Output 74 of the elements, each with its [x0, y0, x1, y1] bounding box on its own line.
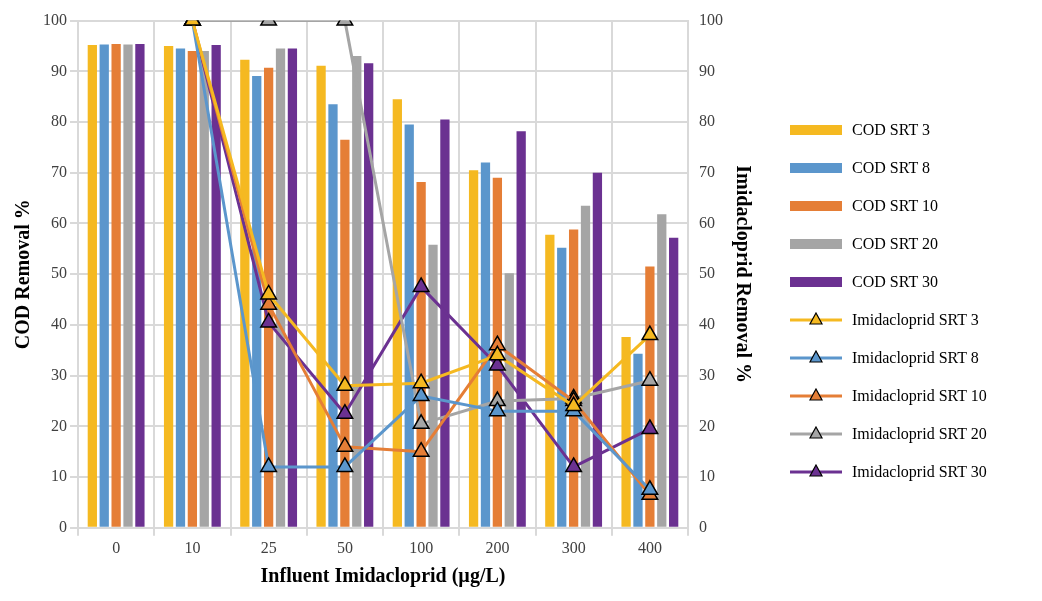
- point: [641, 419, 659, 435]
- x-tick-label: 25: [260, 538, 277, 556]
- y2-tick-label: 10: [699, 467, 715, 485]
- legend-label: COD SRT 8: [852, 158, 930, 177]
- point: [488, 345, 506, 361]
- point: [412, 277, 430, 293]
- y-tick-label: 100: [43, 10, 67, 28]
- x-axis-title: Influent Imidacloprid (µg/L): [260, 564, 506, 588]
- bar: [135, 43, 145, 527]
- legend-label: COD SRT 20: [852, 234, 938, 253]
- point: [412, 373, 430, 389]
- y2-tick-label: 0: [699, 518, 707, 535]
- y-tick-label: 0: [59, 518, 67, 535]
- y-tick-label: 70: [51, 162, 67, 180]
- legend-label: Imidacloprid SRT 3: [852, 310, 979, 329]
- point: [336, 436, 354, 452]
- point: [565, 457, 583, 473]
- point: [488, 401, 506, 417]
- y-tick-label: 40: [51, 315, 67, 333]
- point: [641, 480, 659, 496]
- y2-tick-label: 80: [699, 112, 715, 130]
- point: [565, 396, 583, 412]
- point: [260, 457, 278, 473]
- bar: [163, 45, 174, 527]
- x-tick-label: 10: [184, 538, 201, 556]
- x-tick-label: 0: [112, 538, 121, 556]
- legend-label: Imidacloprid SRT 20: [852, 424, 987, 443]
- point: [336, 457, 354, 473]
- y-tick-label: 30: [51, 365, 67, 383]
- x-tick-label: 100: [409, 538, 434, 556]
- point: [336, 403, 354, 419]
- y-tick-label: 20: [51, 416, 67, 434]
- bar: [275, 48, 286, 527]
- legend-label: COD SRT 30: [852, 272, 938, 291]
- x-tick-label: 300: [561, 538, 586, 556]
- point: [641, 325, 659, 341]
- y2-axis-title: Imidacloprid Removal %: [731, 165, 755, 384]
- bar: [669, 237, 679, 527]
- y2-tick-label: 100: [699, 10, 723, 28]
- x-tick-label: 50: [336, 538, 353, 556]
- point: [336, 376, 354, 392]
- y-tick-label: 90: [51, 61, 67, 79]
- bar: [87, 44, 97, 527]
- x-tick-label: 200: [485, 538, 510, 556]
- y-tick-label: 60: [51, 213, 67, 231]
- y-axis-title: COD Removal %: [11, 199, 34, 350]
- point: [260, 312, 278, 328]
- bar: [111, 43, 121, 527]
- y-tick-label: 50: [51, 264, 67, 282]
- point: [412, 441, 430, 457]
- point: [641, 370, 659, 386]
- bar: [187, 51, 198, 527]
- y2-tick-label: 90: [699, 61, 715, 79]
- legend-label: COD SRT 3: [852, 120, 930, 139]
- legend-label: Imidacloprid SRT 30: [852, 462, 987, 481]
- bar: [199, 51, 209, 527]
- point: [412, 414, 430, 430]
- y2-tick-label: 30: [699, 365, 715, 383]
- y2-tick-label: 40: [699, 315, 715, 333]
- x-tick-label: 400: [637, 538, 662, 556]
- y-tick-label: 80: [51, 112, 67, 130]
- bar: [99, 44, 109, 527]
- y2-tick-label: 70: [699, 162, 715, 180]
- y2-tick-label: 20: [699, 416, 715, 434]
- legend-label: Imidacloprid SRT 8: [852, 348, 979, 367]
- legend-label: COD SRT 10: [852, 196, 938, 215]
- point: [412, 386, 430, 402]
- y-tick-label: 10: [51, 467, 67, 485]
- bar: [175, 48, 186, 527]
- point: [260, 284, 278, 300]
- legend-label: Imidacloprid SRT 10: [852, 386, 987, 405]
- y2-tick-label: 50: [699, 264, 715, 282]
- bar: [123, 44, 133, 527]
- y2-tick-label: 60: [699, 213, 715, 231]
